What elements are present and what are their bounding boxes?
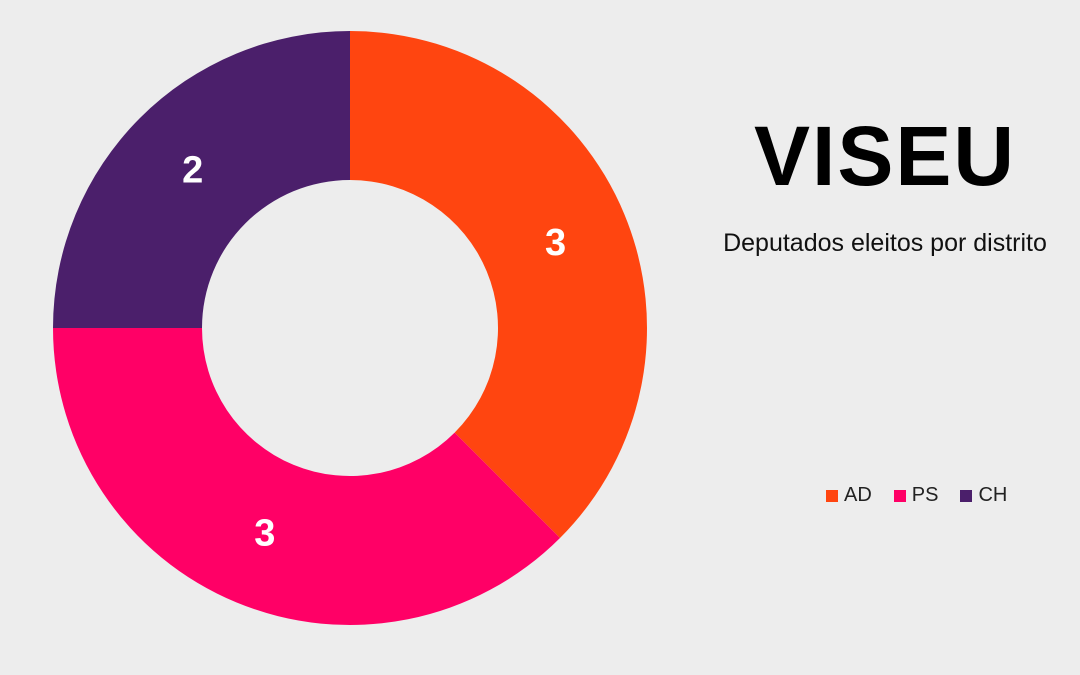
chart-subtitle: Deputados eleitos por distrito	[723, 229, 1047, 257]
slice-label-ch: 2	[182, 150, 203, 192]
slice-label-ad: 3	[545, 222, 566, 264]
legend-label-ps: PS	[911, 484, 939, 506]
slice-label-ps: 3	[254, 513, 275, 555]
chart-legend: AD PS CH	[826, 484, 1007, 507]
legend-item-ad: AD	[826, 484, 872, 507]
slice-ad	[350, 31, 647, 539]
legend-swatch-ad	[826, 489, 838, 502]
slice-ps	[53, 328, 561, 626]
donut-chart: 3 3 2	[53, 31, 647, 626]
legend-swatch-ps	[893, 489, 906, 502]
chart-title: VISEU	[753, 109, 1017, 203]
legend-item-ch: CH	[960, 484, 1007, 507]
legend-swatch-ch	[960, 489, 973, 502]
legend-label-ad: AD	[844, 484, 872, 506]
slice-ch	[53, 31, 350, 328]
legend-item-ps: PS	[893, 484, 939, 507]
legend-label-ch: CH	[978, 484, 1008, 506]
